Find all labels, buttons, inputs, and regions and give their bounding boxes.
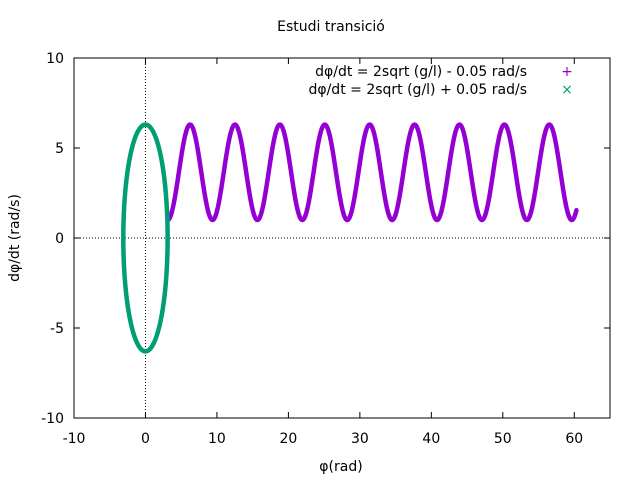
y-tick-label: 0 <box>55 231 64 247</box>
y-tick-label: -10 <box>41 411 64 427</box>
y-tick-label: 5 <box>55 141 64 157</box>
legend-label: dφ/dt = 2sqrt (g/l) + 0.05 rad/s <box>308 82 527 98</box>
x-tick-label: 0 <box>141 431 150 447</box>
series-2-points <box>121 122 170 354</box>
x-tick-label: 10 <box>208 431 226 447</box>
y-axis-label: dφ/dt (rad/s) <box>7 194 23 282</box>
legend-marker: × <box>561 82 573 98</box>
legend-label: dφ/dt = 2sqrt (g/l) - 0.05 rad/s <box>315 64 527 80</box>
x-tick-label: 20 <box>279 431 297 447</box>
y-tick-label: -5 <box>50 321 64 337</box>
x-tick-label: -10 <box>63 431 86 447</box>
x-tick-label: 30 <box>351 431 369 447</box>
y-tick-label: 10 <box>46 51 64 67</box>
x-axis-label: φ(rad) <box>319 459 362 475</box>
x-tick-label: 40 <box>422 431 440 447</box>
legend-marker: + <box>561 64 573 80</box>
chart-title: Estudi transició <box>277 19 385 35</box>
series-1-points <box>165 122 579 223</box>
x-tick-label: 50 <box>494 431 512 447</box>
x-tick-label: 60 <box>565 431 583 447</box>
